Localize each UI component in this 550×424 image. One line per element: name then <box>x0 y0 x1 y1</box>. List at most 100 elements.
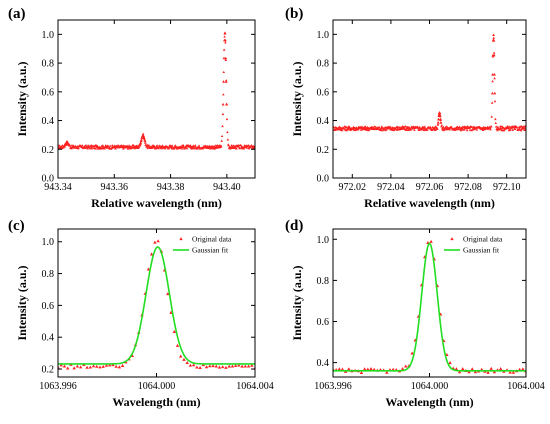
data-point <box>492 33 496 37</box>
data-point <box>392 128 396 132</box>
data-point <box>468 126 471 130</box>
data-point <box>522 126 526 129</box>
data-point <box>436 123 440 126</box>
x-tick-label: 1064.000 <box>411 381 449 392</box>
y-tick-label: 0.6 <box>317 87 330 98</box>
data-point <box>222 80 225 83</box>
data-point <box>132 144 135 147</box>
data-point <box>379 127 383 130</box>
data-point <box>139 141 143 144</box>
y-tick-label: 0.0 <box>317 174 330 185</box>
data-point <box>191 363 196 367</box>
y-tick-label: 0.6 <box>42 301 55 312</box>
data-point <box>242 147 246 150</box>
data-point <box>521 127 525 130</box>
data-point <box>416 125 420 129</box>
data-point <box>492 370 497 374</box>
data-point <box>234 144 237 147</box>
data-point <box>369 366 373 371</box>
data-point <box>229 146 233 150</box>
data-point <box>391 367 395 371</box>
data-point <box>100 144 103 148</box>
panel-letter: (c) <box>8 218 25 234</box>
x-tick-label: 1063.996 <box>39 381 77 392</box>
data-point <box>178 146 182 150</box>
data-point <box>523 125 526 128</box>
data-point <box>433 126 436 129</box>
data-point <box>470 367 474 371</box>
data-point <box>114 364 118 368</box>
data-point <box>384 128 388 131</box>
y-tick-label: 0.8 <box>317 276 330 287</box>
plot-area <box>58 239 255 370</box>
data-point <box>147 144 151 147</box>
data-point <box>348 125 351 128</box>
data-point <box>179 354 183 358</box>
data-point <box>182 145 186 148</box>
data-point <box>407 126 411 129</box>
data-point <box>247 144 250 147</box>
y-tick-label: 1.0 <box>42 237 55 248</box>
data-point <box>493 91 497 95</box>
data-point <box>371 126 375 129</box>
x-tick-label: 972.08 <box>454 182 482 193</box>
data-point <box>85 365 89 369</box>
data-point <box>221 102 225 106</box>
data-point <box>521 367 525 371</box>
data-point <box>507 126 510 129</box>
data-point <box>444 125 448 128</box>
data-point <box>146 267 151 271</box>
data-point <box>252 144 255 148</box>
y-tick-label: 0.2 <box>317 145 330 156</box>
data-point <box>243 364 248 368</box>
y-axis-title: Intensity (a.u.) <box>290 265 304 340</box>
axis-frame <box>57 19 256 179</box>
data-point <box>72 366 76 370</box>
data-point <box>238 146 242 149</box>
data-point <box>222 93 225 96</box>
data-point <box>220 365 225 369</box>
data-point <box>84 144 88 147</box>
data-point <box>513 127 517 131</box>
data-point <box>149 252 154 256</box>
y-axis-title: Intensity (a.u.) <box>15 61 29 136</box>
data-point <box>239 144 243 147</box>
data-point <box>217 365 222 369</box>
data-point <box>518 127 521 130</box>
data-point <box>396 125 399 128</box>
data-point <box>494 125 498 128</box>
data-point <box>457 370 462 374</box>
data-point <box>130 146 134 149</box>
data-point <box>461 125 464 128</box>
data-point <box>461 367 465 371</box>
data-point <box>142 134 146 138</box>
data-point <box>338 126 342 129</box>
data-point <box>140 136 144 140</box>
data-point <box>220 145 223 148</box>
series-line <box>333 242 526 372</box>
panel-letter: (b) <box>285 6 303 22</box>
data-point <box>90 147 94 150</box>
legend-marker-original-data <box>450 237 454 241</box>
data-point <box>101 144 105 147</box>
data-point <box>220 134 224 138</box>
data-point <box>143 138 147 142</box>
data-point <box>490 91 494 95</box>
x-tick-label: 972.10 <box>493 182 521 193</box>
data-point <box>185 360 189 364</box>
panel-d: (d) 1063.996 1064.000 1064.004 0.4 0.6 0.8 1.0 W… <box>285 218 545 409</box>
panel-letter: (a) <box>8 6 26 22</box>
legend-label: Gaussian fit <box>463 246 500 255</box>
data-point <box>223 32 227 35</box>
data-point <box>223 35 226 38</box>
y-tick-label: 0.0 <box>42 174 55 185</box>
x-tick-label: 1064.004 <box>507 381 545 392</box>
data-point <box>104 363 109 367</box>
data-point <box>222 70 226 74</box>
data-point <box>397 125 401 128</box>
data-point <box>493 73 496 76</box>
data-point <box>459 129 463 132</box>
data-point <box>515 126 519 129</box>
axis-frame <box>332 19 527 179</box>
y-tick-label: 0.4 <box>42 116 55 127</box>
